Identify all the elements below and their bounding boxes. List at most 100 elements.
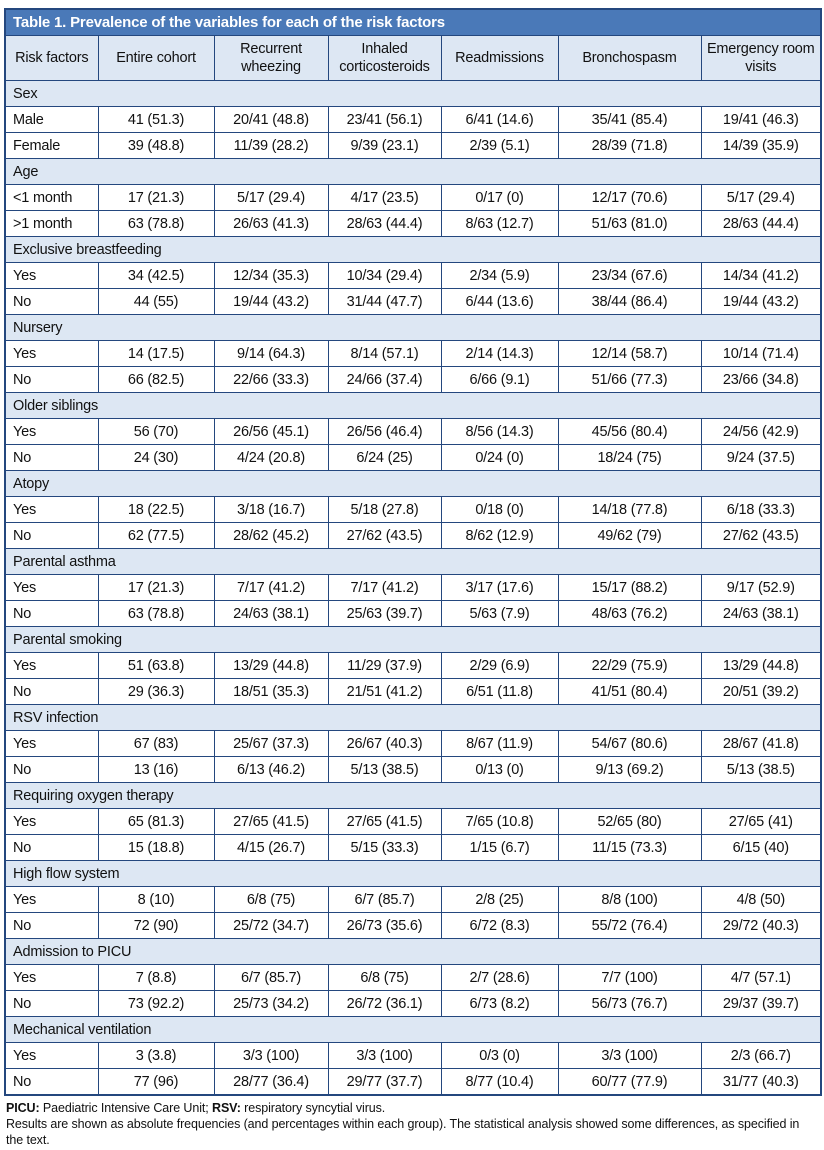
table-cell: 41 (51.3) [97,106,215,133]
table-cell: 3/3 (100) [213,1042,329,1069]
table-cell: 9/13 (69.2) [557,756,702,783]
table-cell: 0/18 (0) [440,496,559,523]
row-label: Yes [4,964,99,991]
table-cell: 8/63 (12.7) [440,210,559,237]
table-row: Yes 67 (83) 25/67 (37.3) 26/67 (40.3) 8/67 (… [4,730,822,757]
row-label: No [4,990,99,1017]
table-cell: 26/56 (45.1) [213,418,329,445]
table-row: No 44 (55) 19/44 (43.2) 31/44 (47.7) 6/44 (1… [4,288,822,315]
table-cell: 27/62 (43.5) [700,522,822,549]
table-row: Yes 7 (8.8) 6/7 (85.7) 6/8 (75) 2/7 (28.6) 7/… [4,964,822,991]
table-cell: 27/65 (41) [700,808,822,835]
table-cell: 2/39 (5.1) [440,132,559,159]
column-header-risk-factors: Risk factors [4,35,99,81]
table-row: Male 41 (51.3) 20/41 (48.8) 23/41 (56.1) 6/4… [4,106,822,133]
table-cell: 28/63 (44.4) [700,210,822,237]
table-cell: 6/66 (9.1) [440,366,559,393]
table-cell: 11/39 (28.2) [213,132,329,159]
table-cell: 52/65 (80) [557,808,702,835]
table-cell: 55/72 (76.4) [557,912,702,939]
section-row-age: Age [4,158,822,185]
table-cell: 0/3 (0) [440,1042,559,1069]
table-cell: 25/73 (34.2) [213,990,329,1017]
row-label: No [4,522,99,549]
table-cell: 2/14 (14.3) [440,340,559,367]
table-cell: 51/63 (81.0) [557,210,702,237]
table-row: Yes 51 (63.8) 13/29 (44.8) 11/29 (37.9) 2/29… [4,652,822,679]
table-cell: 62 (77.5) [97,522,215,549]
section-row-mechanical-ventilation: Mechanical ventilation [4,1016,822,1043]
section-header-label: Requiring oxygen therapy [4,782,822,809]
table-cell: 5/13 (38.5) [700,756,822,783]
section-header-label: Parental smoking [4,626,822,653]
table-cell: 26/56 (46.4) [327,418,442,445]
column-header-recurrent-wheezing: Recurrent wheezing [213,35,329,81]
table-row: >1 month 63 (78.8) 26/63 (41.3) 28/63 (44.4… [4,210,822,237]
table-cell: 44 (55) [97,288,215,315]
row-label: No [4,678,99,705]
table-cell: 34 (42.5) [97,262,215,289]
table-cell: 6/18 (33.3) [700,496,822,523]
section-row-requiring-oxygen-therapy: Requiring oxygen therapy [4,782,822,809]
table-cell: 49/62 (79) [557,522,702,549]
table-cell: 27/62 (43.5) [327,522,442,549]
table-cell: 19/41 (46.3) [700,106,822,133]
table-cell: 24/63 (38.1) [700,600,822,627]
row-label: >1 month [4,210,99,237]
row-label: No [4,366,99,393]
results-note: Results are shown as absolute frequencie… [6,1117,800,1147]
section-header-label: Age [4,158,822,185]
table-cell: 0/24 (0) [440,444,559,471]
column-header-inhaled-corticosteroids: Inhaled corticosteroids [327,35,442,81]
table-cell: 13/29 (44.8) [700,652,822,679]
table-cell: 38/44 (86.4) [557,288,702,315]
table-cell: 28/77 (36.4) [213,1068,329,1096]
table-cell: 18 (22.5) [97,496,215,523]
section-row-parental-smoking: Parental smoking [4,626,822,653]
table-cell: 9/14 (64.3) [213,340,329,367]
table-cell: 26/63 (41.3) [213,210,329,237]
table-cell: 22/66 (33.3) [213,366,329,393]
table-cell: 6/7 (85.7) [327,886,442,913]
table-cell: 8/14 (57.1) [327,340,442,367]
table-cell: 67 (83) [97,730,215,757]
table-cell: 41/51 (80.4) [557,678,702,705]
table-cell: 4/24 (20.8) [213,444,329,471]
row-label: Yes [4,652,99,679]
section-header-label: Exclusive breastfeeding [4,236,822,263]
table-cell: 8 (10) [97,886,215,913]
table-cell: 6/44 (13.6) [440,288,559,315]
table-cell: 9/24 (37.5) [700,444,822,471]
table-cell: 7/17 (41.2) [213,574,329,601]
table-cell: 27/65 (41.5) [327,808,442,835]
table-cell: 24/66 (37.4) [327,366,442,393]
table-row: Yes 56 (70) 26/56 (45.1) 26/56 (46.4) 8/56 (… [4,418,822,445]
table-cell: 56 (70) [97,418,215,445]
table-cell: 31/77 (40.3) [700,1068,822,1096]
row-label: Yes [4,496,99,523]
table-row: No 77 (96) 28/77 (36.4) 29/77 (37.7) 8/77 (1… [4,1068,822,1096]
table-cell: 10/14 (71.4) [700,340,822,367]
table-cell: 21/51 (41.2) [327,678,442,705]
section-header-label: Nursery [4,314,822,341]
table-cell: 10/34 (29.4) [327,262,442,289]
table-cell: 39 (48.8) [97,132,215,159]
column-header-readmissions: Readmissions [440,35,559,81]
abbreviation-term-picu: PICU: [6,1101,40,1115]
table-cell: 6/8 (75) [327,964,442,991]
section-header-label: RSV infection [4,704,822,731]
table-cell: 12/17 (70.6) [557,184,702,211]
table-cell: 14/39 (35.9) [700,132,822,159]
table-cell: 14/34 (41.2) [700,262,822,289]
table-cell: 5/17 (29.4) [213,184,329,211]
table-cell: 65 (81.3) [97,808,215,835]
table-row: No 13 (16) 6/13 (46.2) 5/13 (38.5) 0/13 (0) 9… [4,756,822,783]
section-header-label: High flow system [4,860,822,887]
table-cell: 6/73 (8.2) [440,990,559,1017]
table-cell: 17 (21.3) [97,184,215,211]
table-cell: 2/3 (66.7) [700,1042,822,1069]
section-row-sex: Sex [4,80,822,107]
table-cell: 14 (17.5) [97,340,215,367]
table-cell: 20/41 (48.8) [213,106,329,133]
